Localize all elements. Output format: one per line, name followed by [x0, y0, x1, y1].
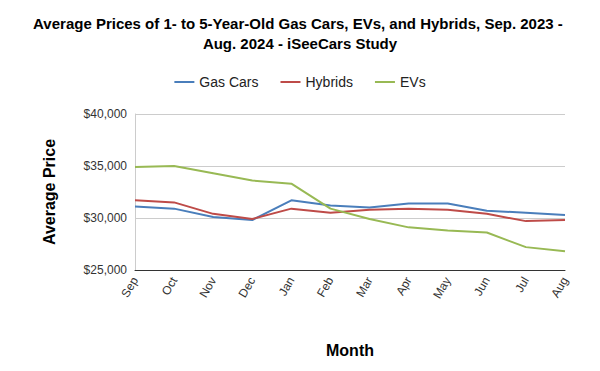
svg-text:Aug. 2024 - iSeeCars Study: Aug. 2024 - iSeeCars Study [203, 35, 398, 52]
svg-text:Average Prices of 1- to 5-Year: Average Prices of 1- to 5-Year-Old Gas C… [33, 15, 567, 32]
svg-text:Hybrids: Hybrids [305, 74, 352, 90]
svg-text:$30,000: $30,000 [84, 211, 128, 225]
svg-text:May: May [430, 274, 453, 301]
svg-text:Aug: Aug [548, 274, 571, 299]
svg-text:Jun: Jun [471, 274, 493, 298]
svg-text:Dec: Dec [236, 274, 259, 299]
svg-text:$40,000: $40,000 [84, 107, 128, 121]
svg-text:Average Price: Average Price [41, 139, 58, 245]
svg-text:$35,000: $35,000 [84, 159, 128, 173]
svg-text:Nov: Nov [196, 274, 219, 299]
svg-text:Jan: Jan [276, 274, 298, 298]
svg-text:Gas Cars: Gas Cars [199, 74, 258, 90]
svg-text:Mar: Mar [353, 274, 375, 299]
svg-text:EVs: EVs [400, 74, 426, 90]
svg-text:Oct: Oct [159, 274, 181, 298]
svg-text:Sep: Sep [118, 274, 141, 300]
svg-text:Month: Month [326, 342, 374, 359]
svg-text:Jul: Jul [512, 274, 532, 294]
svg-text:Feb: Feb [314, 274, 337, 299]
svg-text:Apr: Apr [393, 274, 414, 297]
svg-text:$25,000: $25,000 [84, 263, 128, 277]
